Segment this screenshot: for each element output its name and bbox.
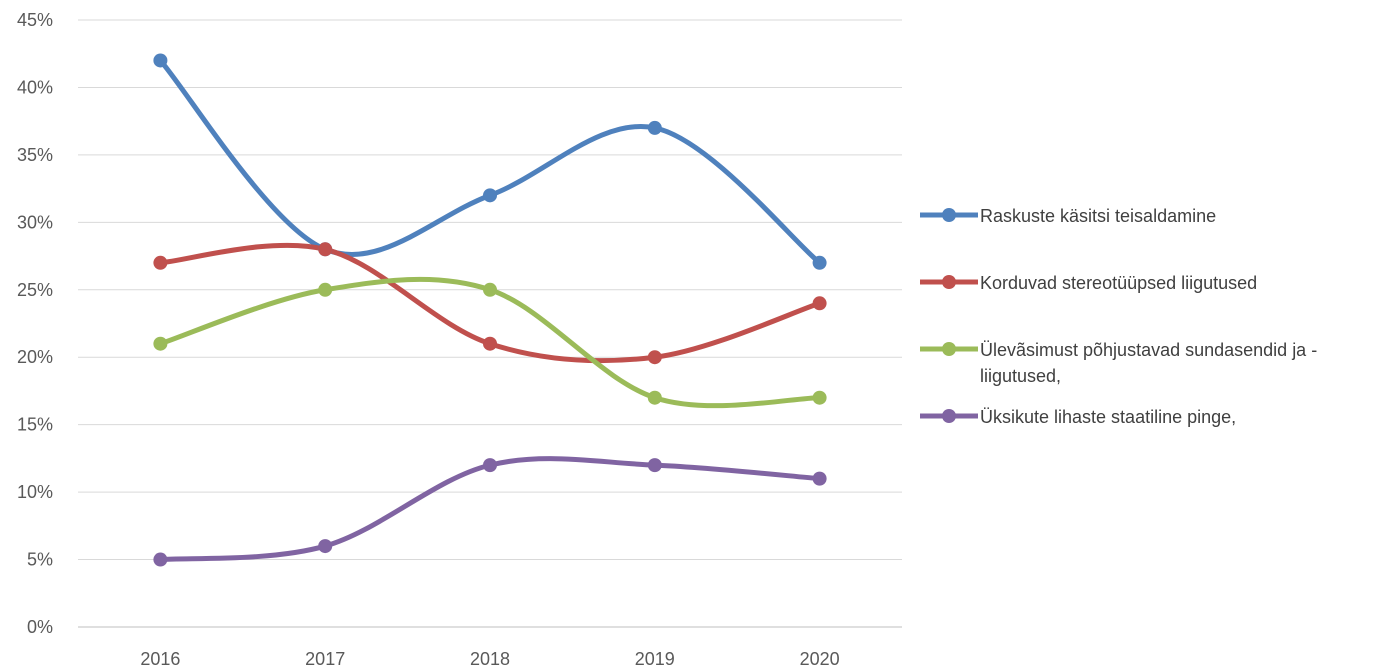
legend-swatch: [920, 275, 978, 289]
legend-item: Raskuste käsitsi teisaldamine: [918, 200, 1378, 230]
y-tick-label: 45%: [17, 10, 53, 30]
legend-swatch-marker: [942, 342, 956, 356]
data-point: [647, 458, 662, 473]
legend-swatch-marker: [942, 208, 956, 222]
x-tick-label: 2018: [470, 649, 510, 669]
y-axis: 0% 5% 10% 15% 20% 25% 30% 35% 40% 45%: [17, 10, 53, 637]
legend-label: Raskuste käsitsi teisaldamine: [980, 206, 1217, 226]
data-point: [483, 336, 497, 351]
x-axis: 2016 2017 2018 2019 2020: [140, 649, 839, 669]
series-points: [153, 53, 827, 567]
legend: Raskuste käsitsi teisaldamine Korduvad st…: [918, 200, 1378, 468]
y-tick-label: 0%: [27, 617, 53, 637]
data-point: [153, 552, 168, 567]
data-point: [647, 350, 662, 365]
x-tick-label: 2016: [140, 649, 180, 669]
legend-swatch: [920, 208, 978, 222]
data-point: [812, 390, 827, 405]
y-tick-label: 40%: [17, 77, 53, 97]
legend-swatch-marker: [942, 409, 956, 423]
y-tick-label: 15%: [17, 415, 53, 435]
data-point: [483, 188, 497, 203]
legend-swatch-marker: [942, 275, 956, 289]
series-lines: [157, 57, 823, 563]
data-point: [153, 255, 168, 270]
data-point: [647, 390, 662, 405]
data-point: [483, 282, 497, 297]
y-tick-label: 30%: [17, 212, 53, 232]
y-tick-label: 5%: [27, 550, 53, 570]
legend-item: Üksikute lihaste staatiline pinge,: [918, 401, 1378, 431]
x-tick-label: 2017: [305, 649, 345, 669]
data-point: [318, 282, 333, 297]
legend-swatch: [920, 342, 978, 356]
legend-item: Ülevãsimust põhjustavad sundasendid ja -…: [918, 334, 1378, 386]
data-point: [153, 336, 168, 351]
data-point: [647, 120, 662, 135]
data-point: [812, 255, 827, 270]
y-tick-label: 10%: [17, 482, 53, 502]
series-line-1: [157, 57, 823, 266]
data-point: [318, 242, 333, 257]
x-tick-label: 2019: [635, 649, 675, 669]
gridlines: [78, 19, 902, 628]
data-point: [812, 471, 827, 486]
data-point: [812, 296, 827, 311]
y-tick-label: 35%: [17, 145, 53, 165]
y-tick-label: 25%: [17, 280, 53, 300]
data-point: [318, 539, 333, 554]
legend-label: Korduvad stereotüüpsed liigutused: [980, 273, 1258, 293]
x-tick-label: 2020: [800, 649, 840, 669]
legend-item: Korduvad stereotüüpsed liigutused: [918, 267, 1378, 297]
y-tick-label: 20%: [17, 347, 53, 367]
data-point: [153, 53, 168, 68]
legend-label: Ülevãsimust põhjustavad sundasendid ja -…: [980, 340, 1318, 386]
data-point: [483, 458, 497, 473]
series-line-4: [157, 456, 823, 563]
legend-swatch: [920, 409, 978, 423]
legend-label: Üksikute lihaste staatiline pinge,: [980, 407, 1237, 427]
